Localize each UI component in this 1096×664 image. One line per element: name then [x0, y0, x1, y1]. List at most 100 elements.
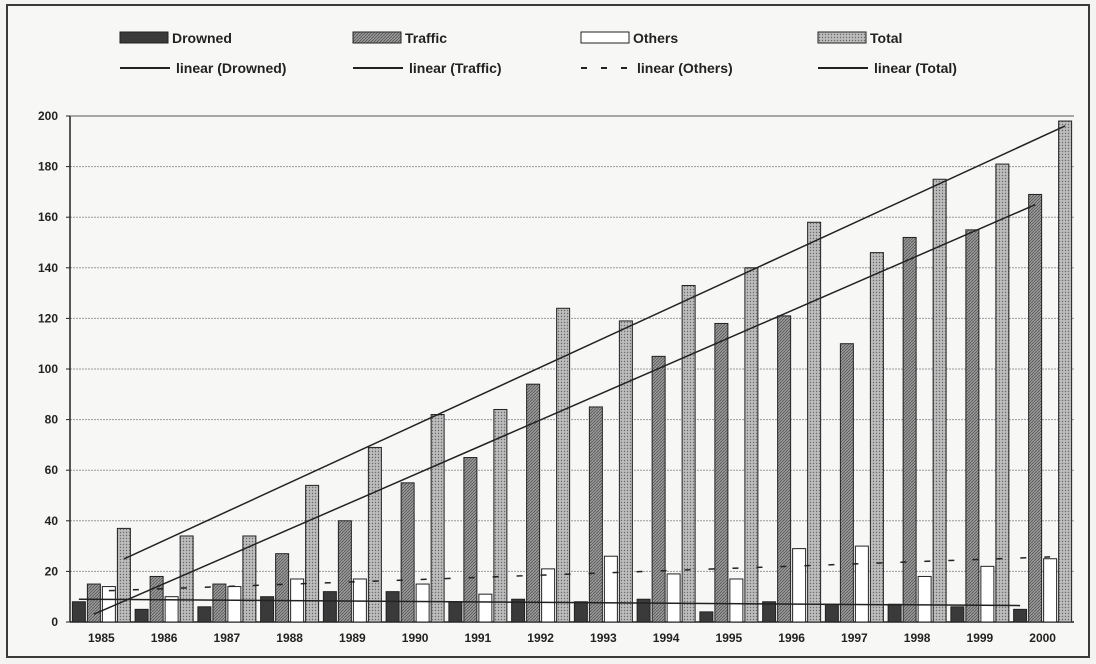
y-tick-label: 20 — [45, 564, 59, 578]
y-tick-label: 200 — [38, 109, 58, 123]
legend-swatch-others — [580, 31, 630, 44]
x-tick-label: 2000 — [1029, 631, 1056, 645]
bar-drowned — [573, 601, 588, 623]
legend-label-total: Total — [870, 30, 902, 46]
bar-traffic — [777, 315, 792, 623]
y-tick-label: 180 — [38, 160, 58, 174]
x-tick-label: 1994 — [653, 631, 680, 645]
bar-others — [917, 575, 932, 623]
bar-drowned — [887, 603, 902, 623]
bar-total — [367, 446, 382, 623]
y-tick-label: 80 — [45, 413, 59, 427]
bar-drowned — [260, 596, 275, 623]
chart-bars — [71, 120, 1073, 623]
bar-drowned — [197, 606, 212, 623]
legend-trend-label: linear (Others) — [637, 60, 733, 76]
x-tick-label: 1989 — [339, 631, 366, 645]
trendline-total — [123, 125, 1066, 560]
bar-others — [603, 555, 618, 623]
bar-others — [415, 583, 430, 623]
bar-traffic — [337, 520, 352, 623]
bar-others — [1043, 558, 1058, 623]
legend-swatch-drowned — [119, 31, 169, 44]
bar-drowned — [511, 598, 526, 623]
x-tick-label: 1987 — [214, 631, 241, 645]
bar-drowned — [71, 601, 86, 623]
legend-trend-label: linear (Total) — [874, 60, 957, 76]
bar-others — [666, 573, 681, 623]
bar-drowned — [1013, 608, 1028, 623]
bar-others — [227, 586, 242, 623]
bar-total — [995, 163, 1010, 623]
legend-label-drowned: Drowned — [172, 30, 232, 46]
bar-others — [792, 548, 807, 623]
bar-total — [179, 535, 194, 623]
legend-label-others: Others — [633, 30, 678, 46]
bar-total — [556, 307, 571, 623]
bar-total — [618, 320, 633, 623]
bar-drowned — [385, 591, 400, 623]
bar-traffic — [902, 236, 917, 623]
y-tick-label: 0 — [51, 615, 58, 629]
bar-total — [493, 408, 508, 623]
chart-trendlines — [78, 125, 1066, 615]
x-tick-label: 1985 — [88, 631, 115, 645]
bar-others — [164, 596, 179, 623]
bar-drowned — [950, 606, 965, 623]
trendline-drowned — [78, 598, 1021, 607]
bar-total — [116, 527, 131, 623]
x-tick-label: 1995 — [716, 631, 743, 645]
bar-drowned — [824, 603, 839, 623]
bar-traffic — [400, 482, 415, 623]
x-tick-label: 1997 — [841, 631, 868, 645]
bar-traffic — [526, 383, 541, 623]
bar-total — [744, 267, 759, 623]
bar-total — [1058, 120, 1073, 623]
bar-traffic — [275, 553, 290, 623]
x-tick-label: 1996 — [778, 631, 805, 645]
y-tick-label: 120 — [38, 311, 58, 325]
chart-grid — [70, 115, 1074, 572]
bar-total — [430, 414, 445, 623]
x-axis: 1985 1986 1987 1988 1989 1990 1991 1992 1993 1994… — [88, 631, 1056, 645]
bar-traffic — [965, 229, 980, 623]
bar-total — [305, 484, 320, 623]
chart-legend: Drowned Traffic Others Total linear (Drowned… — [119, 30, 957, 76]
y-tick-label: 140 — [38, 261, 58, 275]
bar-traffic — [714, 322, 729, 623]
bar-traffic — [651, 355, 666, 623]
x-tick-label: 1988 — [276, 631, 303, 645]
bar-others — [729, 578, 744, 623]
x-tick-label: 1993 — [590, 631, 617, 645]
bar-drowned — [448, 601, 463, 623]
trendline-traffic — [93, 204, 1036, 615]
bar-drowned — [134, 608, 149, 623]
bar-total — [869, 252, 884, 623]
legend-swatch-total — [817, 31, 867, 44]
legend-trend-label: linear (Traffic) — [409, 60, 502, 76]
bar-total — [932, 178, 947, 623]
x-tick-label: 1998 — [904, 631, 931, 645]
bar-total — [807, 221, 822, 623]
bar-drowned — [762, 601, 777, 623]
bar-traffic — [1028, 193, 1043, 623]
chart-frame: Drowned Traffic Others Total linear (Drowned… — [6, 4, 1090, 658]
bar-total — [681, 285, 696, 623]
bar-others — [854, 545, 869, 623]
y-tick-label: 100 — [38, 362, 58, 376]
bar-drowned — [322, 591, 337, 623]
chart-svg: Drowned Traffic Others Total linear (Drowned… — [38, 30, 1074, 645]
y-axis: 0 20 40 60 80 100 120 140 160 180 200 — [38, 109, 1074, 629]
x-tick-label: 1999 — [967, 631, 994, 645]
x-tick-label: 1986 — [151, 631, 178, 645]
bar-others — [980, 565, 995, 623]
y-tick-label: 160 — [38, 210, 58, 224]
bar-drowned — [699, 611, 714, 623]
bar-others — [478, 593, 493, 623]
bar-traffic — [463, 457, 478, 623]
x-tick-label: 1991 — [465, 631, 492, 645]
x-tick-label: 1992 — [527, 631, 554, 645]
bar-drowned — [636, 598, 651, 623]
y-tick-label: 40 — [45, 514, 59, 528]
x-tick-label: 1990 — [402, 631, 429, 645]
